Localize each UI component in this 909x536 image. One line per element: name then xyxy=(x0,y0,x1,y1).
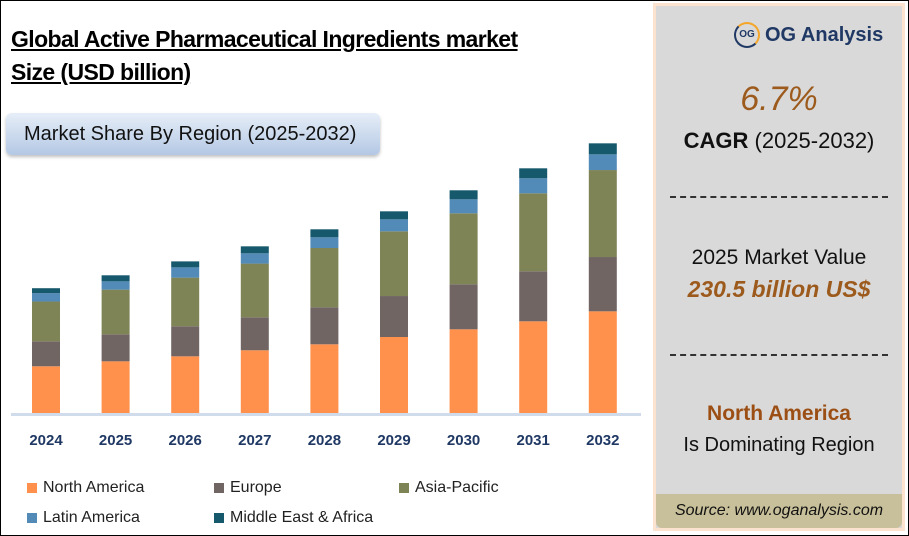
bar-segment-asia-pacific-2026 xyxy=(171,277,200,327)
legend-label: Europe xyxy=(230,479,282,496)
legend-swatch xyxy=(27,483,37,493)
bar-segment-middle-east-africa-2032 xyxy=(588,143,617,155)
legend-item-latin-america: Latin America xyxy=(27,509,140,527)
bar-segment-asia-pacific-2031 xyxy=(519,193,548,272)
bar-segment-latin-america-2028 xyxy=(310,237,339,248)
title-line-1: Global Active Pharmaceutical Ingredients… xyxy=(11,26,518,52)
dominating-label: Is Dominating Region xyxy=(683,434,875,456)
summary-panel: OG OG Analysis 6.7% CAGR (2025-2032) 202… xyxy=(653,3,905,531)
cagr-period: (2025-2032) xyxy=(754,128,875,153)
bar-segment-asia-pacific-2032 xyxy=(588,170,617,258)
bar-segment-middle-east-africa-2024 xyxy=(32,288,60,294)
x-tick-label: 2024 xyxy=(29,432,63,449)
bar-segment-europe-2032 xyxy=(588,257,617,312)
bar-segment-middle-east-africa-2025 xyxy=(101,275,130,282)
bar-segment-asia-pacific-2029 xyxy=(380,231,408,297)
x-tick-label: 2027 xyxy=(238,432,271,449)
divider xyxy=(670,354,888,356)
bar-segment-latin-america-2031 xyxy=(519,178,548,194)
bar-segment-north-america-2025 xyxy=(101,361,130,413)
x-tick-label: 2025 xyxy=(99,432,132,449)
bar-segment-latin-america-2030 xyxy=(449,199,478,214)
bar-segment-europe-2025 xyxy=(101,334,130,362)
market-value-label: 2025 Market Value xyxy=(691,246,867,269)
cagr-label: CAGR (2025-2032) xyxy=(656,128,902,154)
bar-segment-latin-america-2027 xyxy=(240,253,269,264)
x-tick-label: 2030 xyxy=(447,432,480,449)
bar-segment-asia-pacific-2024 xyxy=(32,301,60,342)
bar-segment-europe-2031 xyxy=(519,271,548,322)
og-analysis-logo: OG OG Analysis xyxy=(734,22,883,48)
logo-text: OG Analysis xyxy=(765,23,884,46)
bar-segment-middle-east-africa-2026 xyxy=(171,261,200,268)
x-tick-label: 2028 xyxy=(308,432,341,449)
source-link[interactable]: Source: www.oganalysis.com xyxy=(656,494,902,528)
bar-segment-asia-pacific-2025 xyxy=(101,289,130,335)
logo-mark-icon: OG xyxy=(734,22,760,48)
cagr-value: 6.7% xyxy=(740,80,818,118)
x-tick-label: 2029 xyxy=(377,432,410,449)
legend-item-europe: Europe xyxy=(214,479,282,497)
bar-segment-middle-east-africa-2031 xyxy=(519,168,548,179)
bar-segment-latin-america-2024 xyxy=(32,293,60,302)
stacked-bar-chart: 2024 2025 2026 2027 2028 2029 2030 2031 2032 xyxy=(11,143,641,449)
bar-segment-asia-pacific-2030 xyxy=(449,213,478,285)
legend-swatch xyxy=(399,483,409,493)
legend-swatch xyxy=(214,483,224,493)
bar-segment-middle-east-africa-2029 xyxy=(380,211,408,220)
legend-item-north-america: North America xyxy=(27,479,144,497)
bar-segment-north-america-2032 xyxy=(588,311,617,413)
bar-segment-latin-america-2029 xyxy=(380,219,408,232)
legend-item-middle-east-africa: Middle East & Africa xyxy=(214,509,373,527)
bar-segment-europe-2024 xyxy=(32,341,60,367)
bar-segment-latin-america-2032 xyxy=(588,154,617,171)
bar-segment-latin-america-2025 xyxy=(101,281,130,290)
chart-subtitle: Market Share By Region (2025-2032) xyxy=(6,113,380,155)
bar-segment-asia-pacific-2028 xyxy=(310,247,339,308)
legend-label: Latin America xyxy=(43,509,140,526)
legend-label: Asia-Pacific xyxy=(415,479,499,496)
bar-segment-europe-2029 xyxy=(380,296,408,338)
bar-segment-north-america-2030 xyxy=(449,329,478,413)
x-tick-label: 2026 xyxy=(169,432,202,449)
bar-segment-europe-2028 xyxy=(310,307,339,345)
bar-segment-north-america-2026 xyxy=(171,356,200,413)
bar-segment-north-america-2028 xyxy=(310,344,339,413)
bar-segment-middle-east-africa-2028 xyxy=(310,229,339,238)
cagr-label-text: CAGR xyxy=(683,128,749,153)
chart-title: Global Active Pharmaceutical Ingredients… xyxy=(11,23,518,89)
bar-segment-europe-2027 xyxy=(240,317,269,351)
bar-segment-middle-east-africa-2030 xyxy=(449,190,478,200)
legend-swatch xyxy=(214,513,224,523)
dominating-region: North America xyxy=(707,402,851,425)
divider xyxy=(670,196,888,198)
x-tick-label: 2032 xyxy=(586,432,619,449)
legend-swatch xyxy=(27,513,37,523)
title-line-2: Size (USD billion) xyxy=(11,59,191,85)
bar-segment-north-america-2024 xyxy=(32,366,60,413)
x-tick-label: 2031 xyxy=(517,432,550,449)
bar-segment-europe-2026 xyxy=(171,326,200,357)
bar-segment-latin-america-2026 xyxy=(171,267,200,278)
bar-segment-north-america-2029 xyxy=(380,337,408,413)
legend-label: North America xyxy=(43,479,145,496)
bar-segment-asia-pacific-2027 xyxy=(240,263,269,318)
legend-item-asia-pacific: Asia-Pacific xyxy=(399,479,499,497)
bar-segment-europe-2030 xyxy=(449,284,478,330)
bar-segment-middle-east-africa-2027 xyxy=(240,246,269,254)
bar-segment-north-america-2027 xyxy=(240,350,269,413)
bar-segment-north-america-2031 xyxy=(519,321,548,413)
market-value: 230.5 billion US$ xyxy=(687,276,871,302)
legend-label: Middle East & Africa xyxy=(230,509,374,526)
